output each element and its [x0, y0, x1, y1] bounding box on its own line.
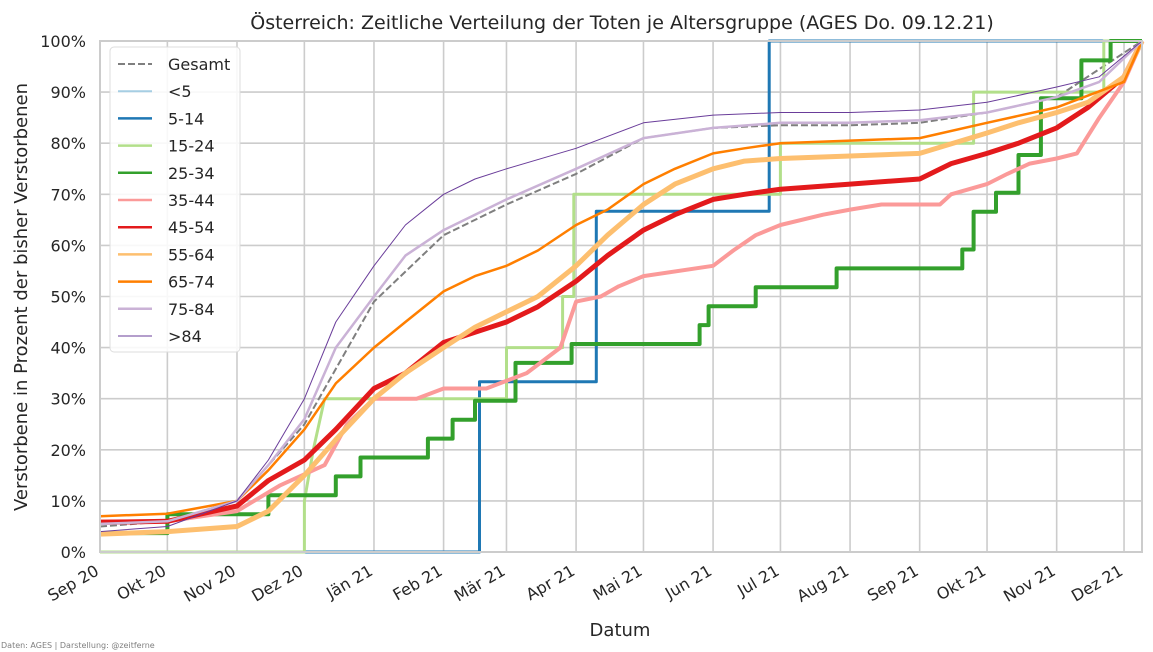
series-line-10 — [99, 40, 1143, 533]
legend-label: 45-54 — [168, 218, 215, 237]
x-tick-label: Sep 20 — [44, 561, 102, 605]
x-tick-label: Okt 21 — [933, 561, 989, 604]
legend-label: 55-64 — [168, 245, 215, 264]
y-tick-label: 10% — [50, 492, 86, 511]
y-tick-label: 70% — [50, 185, 86, 204]
legend-label: <5 — [168, 82, 192, 101]
x-tick-label: Jul 21 — [733, 561, 782, 600]
legend-label: 65-74 — [168, 273, 215, 292]
legend-label: >84 — [168, 327, 202, 346]
x-tick-label: Dez 21 — [1068, 561, 1126, 605]
legend-label: 5-14 — [168, 109, 204, 128]
y-axis-label: Verstorbene in Prozent der bisher Versto… — [11, 83, 32, 511]
y-tick-label: 40% — [50, 339, 86, 358]
series-line-9 — [99, 40, 1143, 526]
series-line-4 — [100, 39, 1142, 536]
data-credit: Daten: AGES | Darstellung: @zeitferne — [1, 641, 155, 650]
y-tick-label: 50% — [50, 288, 86, 307]
legend: Gesamt <5 5-14 15-24 25-34 35-44 45-54 55-64 65-… — [109, 46, 241, 353]
series-line-7 — [99, 39, 1145, 537]
x-tick-label: Jun 21 — [661, 561, 715, 603]
y-tick-label: 100% — [40, 32, 86, 51]
legend-label: 15-24 — [168, 137, 215, 156]
legend-label: Gesamt — [168, 55, 230, 74]
y-tick-label: 90% — [50, 83, 86, 102]
x-tick-label: Nov 21 — [1000, 561, 1059, 606]
y-tick-label: 20% — [50, 441, 86, 460]
series-line-3 — [100, 39, 1142, 554]
x-tick-label: Mär 21 — [451, 561, 509, 605]
x-tick-label: Sep 21 — [864, 561, 922, 605]
legend-frame — [109, 46, 241, 353]
x-tick-label: Okt 20 — [113, 561, 169, 604]
y-tick-label: 80% — [50, 134, 86, 153]
x-axis-label: Datum — [590, 620, 651, 641]
y-tick-label: 60% — [50, 236, 86, 255]
x-tick-label: Mai 21 — [590, 561, 646, 604]
x-tick-label: Feb 21 — [390, 561, 446, 604]
x-tick-label: Nov 20 — [180, 561, 239, 606]
x-tick-label: Apr 21 — [523, 561, 579, 604]
y-tick-label: 30% — [50, 390, 86, 409]
series-line-8 — [99, 40, 1144, 518]
x-tick-label: Aug 21 — [793, 561, 852, 606]
legend-label: 25-34 — [168, 164, 215, 183]
legend-label: 35-44 — [168, 191, 215, 210]
y-tick-label: 0% — [61, 543, 86, 562]
series-line-6 — [99, 39, 1145, 525]
legend-label: 75-84 — [168, 300, 215, 319]
x-tick-label: Jän 21 — [322, 561, 376, 603]
x-tick-label: Dez 20 — [248, 561, 306, 605]
plot-frame — [99, 40, 1143, 553]
chart-title: Österreich: Zeitliche Verteilung der Tot… — [250, 11, 994, 34]
